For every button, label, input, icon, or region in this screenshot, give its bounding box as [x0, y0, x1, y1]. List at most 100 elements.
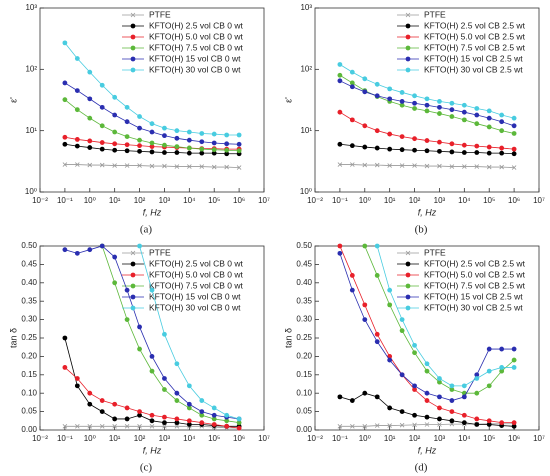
- data-point: [74, 143, 80, 149]
- data-point: [174, 150, 180, 155]
- data-point: [236, 132, 242, 138]
- x-tick-label: 10⁻²: [307, 434, 323, 443]
- data-point: [399, 372, 405, 378]
- data-point: [349, 69, 355, 75]
- data-point: [99, 140, 105, 145]
- data-point: [124, 119, 130, 125]
- y-tick-label: 0.15: [296, 370, 312, 379]
- data-point: [511, 123, 517, 129]
- data-point: [174, 398, 180, 403]
- data-point: [461, 394, 467, 400]
- data-point: [337, 424, 343, 429]
- data-point: [337, 78, 343, 84]
- data-point: [424, 414, 430, 420]
- data-point: [124, 142, 130, 148]
- data-point: [174, 420, 180, 426]
- legend-label: KFTO(H) 15 vol CB 2.5 wt: [424, 53, 523, 63]
- data-point: [124, 134, 130, 140]
- data-point: [437, 111, 442, 116]
- data-point: [511, 115, 517, 121]
- legend-marker: [405, 56, 411, 62]
- plot-frame: [39, 7, 265, 193]
- data-point: [461, 109, 467, 115]
- data-point: [437, 405, 442, 411]
- data-point: [349, 273, 355, 278]
- caption: (c): [140, 462, 153, 474]
- data-point: [174, 416, 180, 422]
- data-point: [511, 346, 517, 352]
- data-point: [87, 424, 93, 429]
- data-point: [99, 162, 105, 168]
- legend-marker: [405, 250, 411, 256]
- legend-label: PTFE: [149, 247, 171, 257]
- data-point: [486, 346, 492, 352]
- data-point: [374, 162, 380, 168]
- data-point: [211, 412, 217, 418]
- data-point: [62, 40, 68, 46]
- data-point: [412, 412, 417, 418]
- data-point: [399, 90, 405, 95]
- data-point: [424, 368, 430, 374]
- data-point: [387, 131, 393, 137]
- data-point: [74, 88, 80, 94]
- data-point: [174, 390, 180, 396]
- legend-marker: [130, 23, 136, 29]
- data-point: [186, 383, 192, 389]
- data-point: [499, 119, 505, 125]
- data-point: [399, 102, 405, 108]
- data-point: [137, 114, 142, 119]
- legend-marker: [130, 34, 136, 40]
- data-point: [511, 131, 517, 136]
- data-point: [162, 331, 167, 337]
- y-axis-label: ε': [283, 97, 293, 103]
- x-tick-label: 10⁻²: [32, 196, 48, 205]
- x-tick-label: 10⁷: [258, 434, 270, 443]
- data-point: [337, 109, 343, 115]
- data-point: [99, 398, 105, 403]
- data-point: [137, 424, 142, 429]
- data-point: [137, 137, 142, 143]
- legend-marker: [130, 250, 136, 256]
- data-point: [74, 107, 80, 113]
- x-tick-label: 10³: [159, 434, 171, 443]
- data-point: [124, 104, 130, 110]
- legend-marker: [405, 294, 411, 300]
- legend-label: KFTO(H) 7.5 vol CB 2.5 wt: [424, 280, 526, 290]
- data-point: [74, 376, 80, 381]
- data-point: [399, 409, 405, 414]
- y-tick-label: 0.25: [21, 333, 37, 342]
- x-axis-label: f, Hz: [143, 445, 162, 455]
- data-point: [137, 409, 142, 414]
- legend-marker: [130, 12, 136, 18]
- legend-marker: [405, 261, 411, 267]
- data-point: [124, 405, 130, 411]
- x-tick-label: 10⁶: [508, 434, 520, 443]
- y-tick-label: 10¹: [300, 126, 312, 135]
- data-point: [137, 125, 142, 131]
- data-point: [337, 162, 343, 167]
- data-point: [149, 354, 155, 359]
- data-point: [461, 383, 467, 389]
- data-point: [74, 383, 80, 389]
- y-tick-label: 0.00: [21, 425, 37, 434]
- data-point: [461, 102, 467, 108]
- data-point: [424, 102, 430, 108]
- legend-marker: [405, 45, 411, 51]
- y-tick-label: 0.00: [296, 425, 312, 434]
- data-point: [349, 117, 355, 123]
- x-axis-label: f, Hz: [143, 207, 162, 217]
- y-axis-label: ε': [8, 97, 18, 103]
- data-point: [112, 129, 118, 135]
- data-point: [474, 150, 480, 155]
- data-point: [486, 150, 492, 156]
- data-point: [99, 146, 105, 152]
- data-point: [349, 80, 355, 86]
- data-point: [124, 416, 130, 422]
- data-point: [449, 387, 455, 392]
- data-point: [399, 147, 405, 153]
- legend-marker: [130, 283, 136, 289]
- legend-marker: [130, 45, 136, 51]
- data-point: [362, 89, 368, 95]
- data-point: [362, 123, 368, 129]
- data-point: [112, 401, 118, 407]
